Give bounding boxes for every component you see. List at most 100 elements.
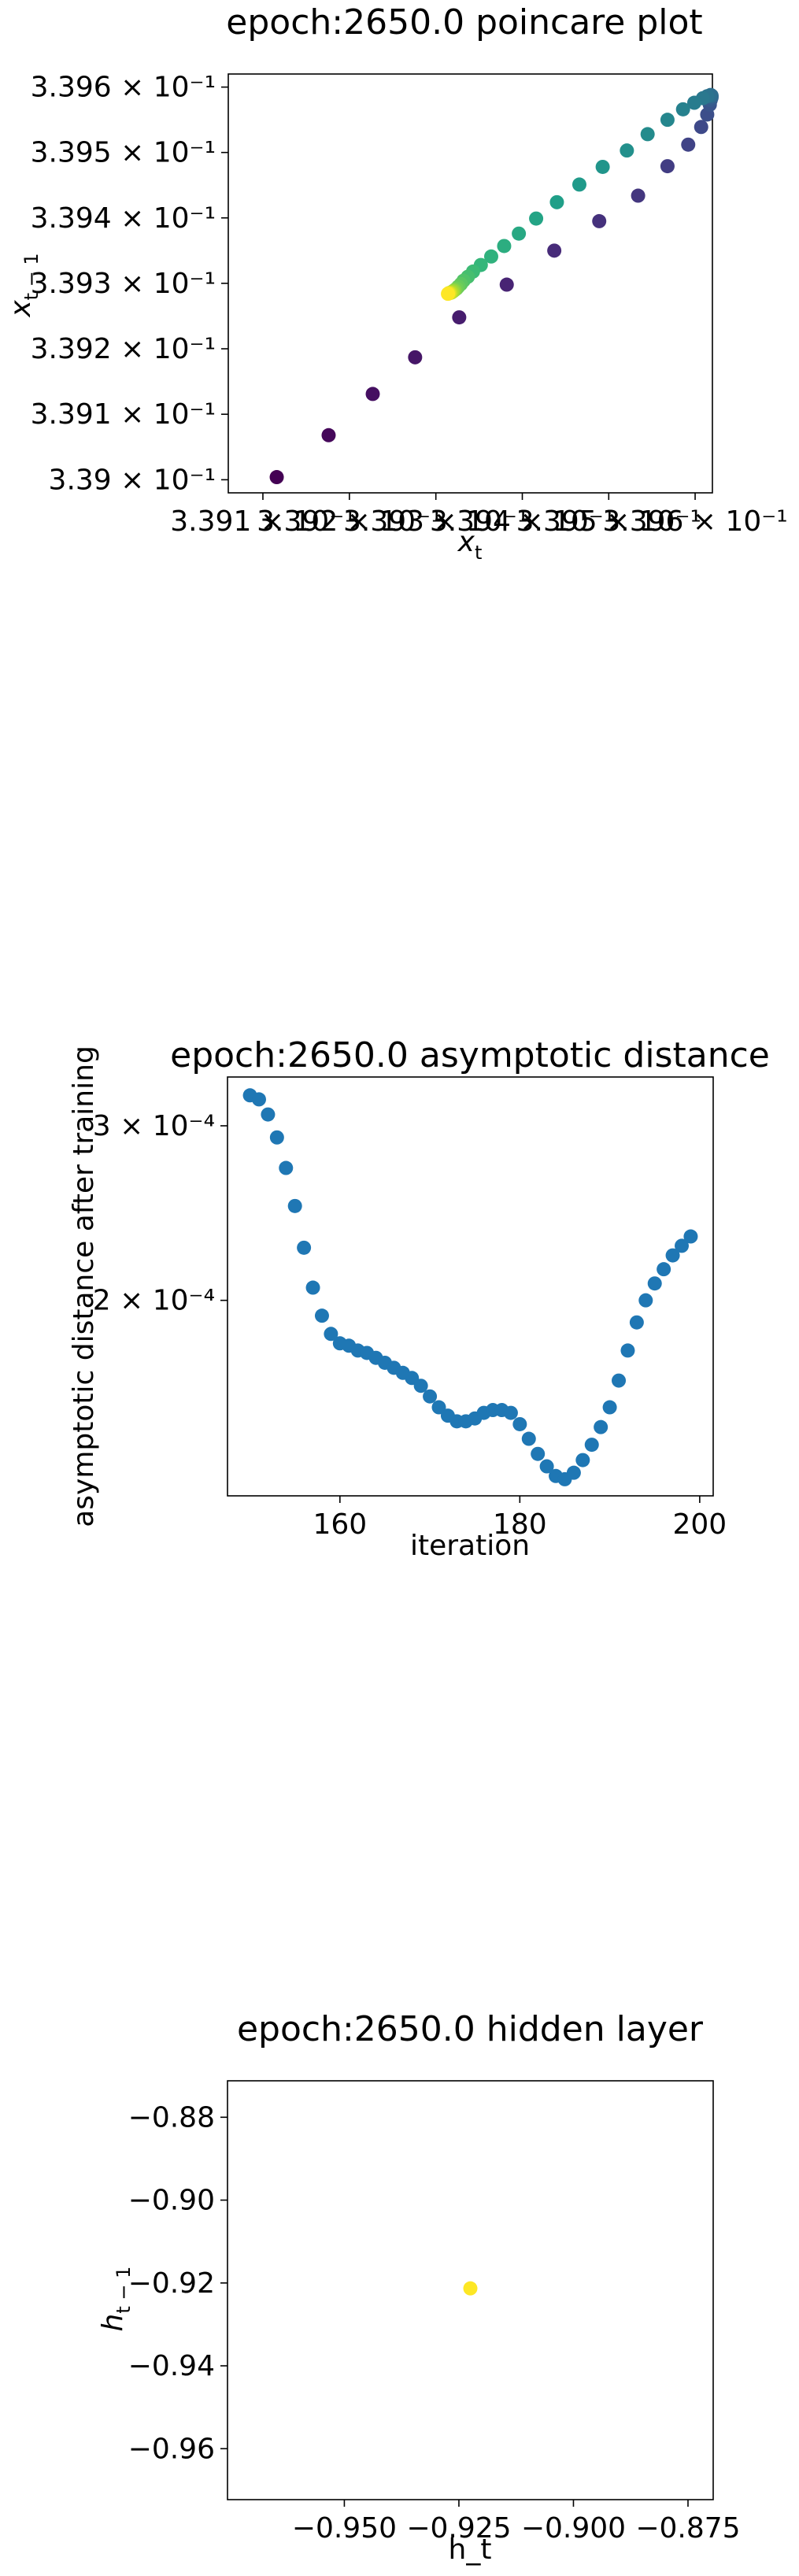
poincare-point — [620, 143, 634, 158]
asymptotic-point — [305, 1280, 320, 1295]
p2-x-tick-label: 180 — [493, 1508, 547, 1541]
p1-y-tick-label: 3.391 × 10⁻¹ — [31, 398, 216, 431]
p1-x-tick-label: 3.395 × 10⁻¹ — [516, 505, 701, 538]
hidden-y-axis-label: ht − 1 — [97, 2267, 135, 2332]
poincare-point — [547, 243, 562, 258]
poincare-point — [512, 226, 527, 241]
poincare-plot-panel: epoch:2650.0 poincare plot 3.39 × 10⁻¹3.… — [5, 2, 788, 564]
asymptotic-point — [575, 1453, 590, 1468]
p3-x-tick-label: −0.925 — [406, 2512, 511, 2545]
poincare-point — [640, 127, 655, 142]
poincare-x-ticks: 3.391 × 10⁻¹3.392 × 10⁻¹3.393 × 10⁻¹3.39… — [170, 493, 788, 538]
poincare-point — [595, 159, 610, 174]
p2-x-tick-label: 200 — [673, 1508, 727, 1541]
asymptotic-point — [584, 1438, 599, 1453]
p2-x-tick-label: 160 — [313, 1508, 367, 1541]
p1-y-tick-label: 3.392 × 10⁻¹ — [31, 333, 216, 365]
asymptotic-point — [324, 1327, 338, 1342]
asymptotic-point — [566, 1465, 581, 1480]
hidden-x-ticks: −0.950 −0.925 −0.900 −0.875 — [292, 2500, 741, 2545]
poincare-point — [681, 137, 696, 152]
poincare-point — [408, 350, 423, 365]
asymptotic-y-ticks: 2 × 10⁻⁴ 3 × 10⁻⁴ — [93, 1110, 227, 1317]
p3-y-tick-label: −0.96 — [128, 2433, 215, 2465]
p1-x-tick-label: 3.391 × 10⁻¹ — [170, 505, 355, 538]
asymptotic-point — [657, 1262, 671, 1277]
asymptotic-point — [503, 1405, 518, 1420]
p1-y-tick-label: 3.393 × 10⁻¹ — [31, 268, 216, 300]
poincare-point — [631, 188, 645, 203]
poincare-y-ticks: 3.39 × 10⁻¹ 3.391 × 10⁻¹ 3.392 × 10⁻¹ 3.393… — [31, 72, 228, 496]
poincare-point — [549, 194, 564, 209]
p1-x-tick-label: 3.394 × 10⁻¹ — [430, 505, 615, 538]
p1-x-tick-label: 3.396 × 10⁻¹ — [602, 505, 787, 538]
asymptotic-point — [512, 1416, 527, 1431]
asymptotic-point — [602, 1400, 617, 1415]
poincare-point — [452, 310, 467, 325]
hidden-layer-title: epoch:2650.0 hidden layer — [237, 2009, 704, 2049]
p1-y-tick-label: 3.396 × 10⁻¹ — [31, 72, 216, 104]
asymptotic-point — [539, 1459, 554, 1474]
p3-y-tick-label: −0.88 — [128, 2101, 215, 2134]
p1-y-tick-label: 3.394 × 10⁻¹ — [31, 202, 216, 235]
poincare-point — [529, 211, 544, 226]
asymptotic-y-axis-label: asymptotic distance after training — [68, 1046, 100, 1527]
asymptotic-distance-panel: epoch:2650.0 asymptotic distance 2 × 10⁻… — [68, 1035, 770, 1562]
asymptotic-distance-title: epoch:2650.0 asymptotic distance — [170, 1035, 770, 1075]
p1-x-tick-label: 3.393 × 10⁻¹ — [343, 505, 528, 538]
hidden-points — [463, 2281, 478, 2296]
hidden-layer-panel: epoch:2650.0 hidden layer −0.88 −0.90 −0.9… — [97, 2009, 741, 2566]
p1-x-tick-label: 3.392 × 10⁻¹ — [257, 505, 442, 538]
asymptotic-point — [665, 1248, 680, 1263]
poincare-point — [675, 102, 690, 117]
asymptotic-x-ticks: 160 180 200 — [313, 1496, 727, 1541]
poincare-point — [483, 249, 498, 264]
poincare-point — [592, 213, 607, 228]
asymptotic-point — [287, 1198, 302, 1213]
asymptotic-point — [423, 1389, 438, 1404]
poincare-point — [660, 113, 675, 128]
asymptotic-point — [620, 1343, 635, 1358]
hidden-x-axis-label: h_t — [449, 2533, 492, 2566]
asymptotic-point — [594, 1419, 608, 1434]
poincare-point — [686, 95, 701, 110]
p3-y-tick-label: −0.92 — [128, 2267, 215, 2300]
asymptotic-point — [638, 1293, 653, 1308]
poincare-points — [269, 87, 719, 485]
poincare-point — [365, 387, 380, 402]
poincare-point — [269, 470, 284, 485]
p3-y-tick-label: −0.94 — [128, 2350, 215, 2382]
asymptotic-points — [242, 1088, 698, 1486]
p1-y-tick-label: 3.395 × 10⁻¹ — [31, 137, 216, 169]
poincare-point — [499, 277, 514, 292]
poincare-point — [497, 239, 512, 254]
asymptotic-point — [251, 1092, 266, 1107]
p3-x-tick-label: −0.900 — [521, 2512, 626, 2545]
poincare-y-axis-label: xt − 1 — [5, 253, 43, 317]
asymptotic-point — [297, 1240, 312, 1255]
poincare-x-axis-label: xt — [457, 526, 483, 564]
asymptotic-point — [521, 1431, 536, 1446]
asymptotic-point — [612, 1373, 627, 1388]
asymptotic-point — [279, 1160, 294, 1175]
asymptotic-point — [269, 1130, 284, 1145]
p2-y-tick-label: 2 × 10⁻⁴ — [93, 1285, 215, 1317]
poincare-plot-frame — [227, 73, 713, 494]
poincare-point — [694, 120, 708, 135]
p1-y-tick-label: 3.39 × 10⁻¹ — [49, 464, 216, 496]
p2-y-tick-label: 3 × 10⁻⁴ — [93, 1110, 215, 1142]
poincare-point — [441, 287, 456, 302]
p3-x-tick-label: −0.875 — [635, 2512, 740, 2545]
p3-y-tick-label: −0.90 — [128, 2185, 215, 2217]
hidden-layer-frame — [227, 2080, 714, 2500]
hidden-y-ticks: −0.88 −0.90 −0.92 −0.94 −0.96 — [128, 2101, 227, 2465]
asymptotic-point — [314, 1308, 329, 1323]
p3-x-tick-label: −0.950 — [292, 2512, 397, 2545]
poincare-point — [321, 427, 336, 442]
asymptotic-point — [683, 1229, 698, 1244]
poincare-point — [572, 177, 586, 192]
asymptotic-point — [629, 1315, 644, 1330]
asymptotic-x-axis-label: iteration — [410, 1530, 530, 1562]
asymptotic-point — [647, 1276, 662, 1291]
